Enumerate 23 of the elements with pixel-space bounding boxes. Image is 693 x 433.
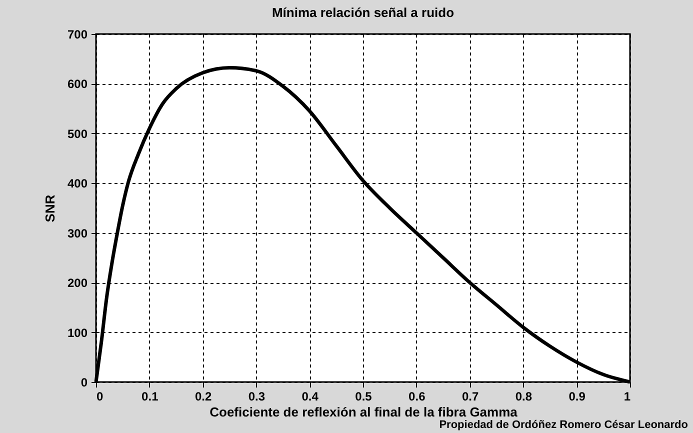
y-tick-label: 600 — [67, 77, 88, 92]
x-tick-label: 0.6 — [408, 390, 426, 404]
y-tick-label: 300 — [67, 226, 88, 240]
x-axis-title: Coeficiente de reflexión al final de la fibra Gamma — [210, 404, 518, 420]
chart-title: Mínima relación señal a ruido — [272, 5, 454, 20]
y-tick-label: 400 — [67, 176, 88, 191]
y-tick-label: 200 — [67, 276, 88, 290]
y-axis-title: SNR — [42, 194, 58, 222]
y-tick-label: 500 — [67, 126, 88, 141]
y-tick-label: 100 — [67, 326, 88, 340]
y-tick-label: 0 — [80, 376, 88, 390]
text: Propiedad de Ordóñez Romero César Leonardo — [439, 419, 688, 431]
x-tick-label: 0.2 — [194, 390, 212, 404]
x-tick-label: 0 — [96, 390, 104, 404]
x-tick-label: 1 — [624, 390, 631, 404]
x-tick-label: 0.7 — [462, 390, 479, 404]
x-tick-label: 0.8 — [515, 390, 532, 404]
x-tick-label: 0.1 — [142, 390, 159, 404]
x-tick-label: 0.4 — [302, 390, 319, 404]
x-tick-label: 0.9 — [568, 390, 586, 404]
y-tick-label: 700 — [67, 28, 88, 42]
x-tick-label: 0.5 — [355, 390, 372, 404]
x-tick-label: 0.3 — [248, 390, 266, 404]
